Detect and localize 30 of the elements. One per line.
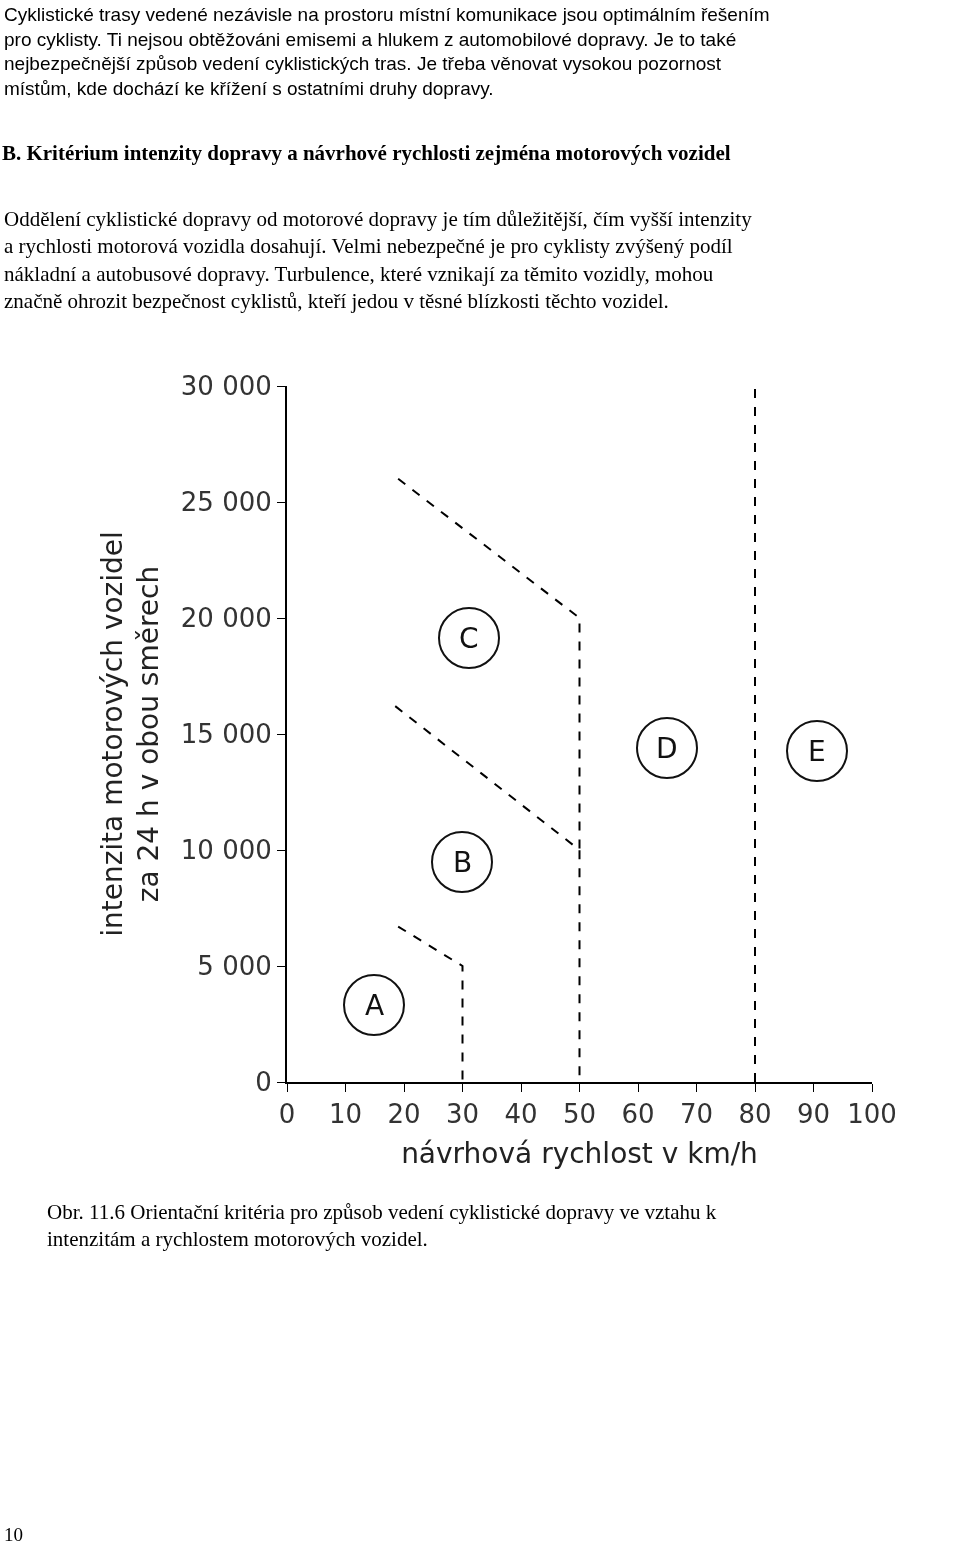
y-tick-label: 5 000 (197, 951, 272, 982)
x-axis-title: návrhová rychlost v km/h (401, 1136, 758, 1170)
x-tick-label: 80 (738, 1099, 772, 1130)
x-tick-label: 100 (847, 1099, 897, 1130)
annotation: B (453, 846, 473, 879)
y-tick-label: 20 000 (180, 603, 272, 634)
x-tick-label: 0 (278, 1099, 296, 1130)
y-tick-label: 10 000 (180, 835, 272, 866)
y-tick-label: 15 000 (180, 719, 272, 750)
y-axis-title: intenzita motorových vozidel za 24 h v obou směrech (95, 531, 166, 937)
y-tick-label: 25 000 (180, 487, 272, 518)
annotation: D (656, 732, 678, 765)
y-tick-label: 30 000 (180, 371, 272, 402)
text: Cyklistické trasy vedené nezávisle na prostoru místní komunikace jsou optimálním řešením pro cyklisty. Ti nejsou obtěžováni emisemi a hlukem z automobilové dopravy. Je to také nejbezpečnější způsob vedení cyklistických tras. Je třeba věnovat vysokou pozornost místům, kde dochází ke křížení s ostatními druhy dopravy. (4, 4, 770, 100)
text: 10 (4, 1524, 23, 1543)
y-tick-label: 0 (255, 1067, 272, 1098)
x-tick-label: 10 (328, 1099, 363, 1130)
x-tick-label: 60 (621, 1099, 655, 1130)
text: Oddělení cyklistické dopravy od motorové dopravy je tím důležitější, čím vyšší intenzity a rychlosti motorová vozidla dosahují. Velmi nebezpečné je pro cyklisty zvýšený podíl nákladní a autobusové dopravy. Turbulence, které vznikají za těmito vozidly, mohou značně ohrozit bezpečnost cyklistů, kteří jedou v těsné blízkosti těchto vozidel. (4, 207, 753, 313)
x-tick-label: 50 (562, 1099, 597, 1130)
x-tick-label: 40 (504, 1099, 538, 1130)
annotation: C (459, 622, 479, 655)
annotation: A (365, 989, 385, 1022)
x-tick-label: 70 (679, 1099, 714, 1130)
annotation: E (808, 735, 826, 768)
x-tick-label: 90 (796, 1099, 831, 1130)
text: Obr. 11.6 Orientační kritéria pro způsob vedení cyklistické dopravy ve vztahu k intenzitám a rychlostem motorových vozidel. (47, 1200, 717, 1252)
x-tick-label: 20 (387, 1099, 421, 1130)
chart-title: B. Kritérium intenzity dopravy a návrhové rychlosti zejména motorových vozidel (1, 140, 731, 165)
x-tick-label: 30 (445, 1099, 480, 1130)
